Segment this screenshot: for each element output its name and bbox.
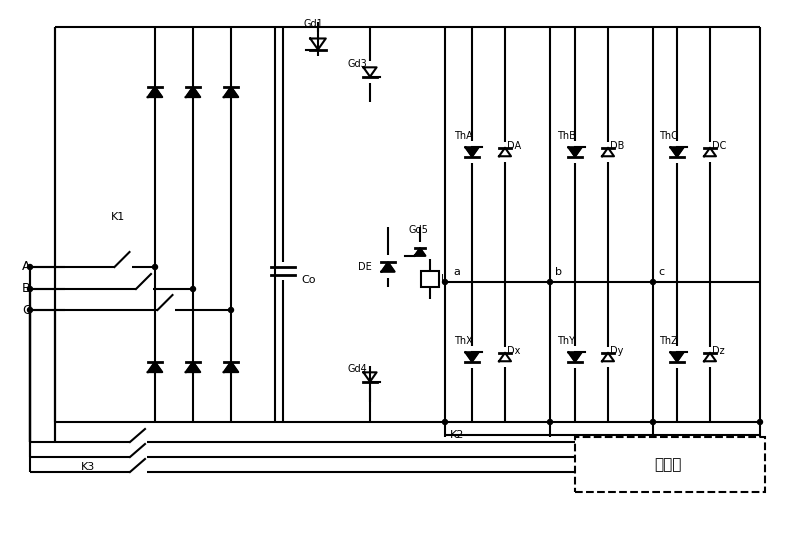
Text: DE: DE — [358, 262, 372, 272]
Circle shape — [27, 264, 33, 269]
Text: K1: K1 — [111, 212, 125, 222]
Text: ThY: ThY — [557, 336, 575, 346]
Text: L: L — [442, 274, 446, 284]
Text: Gd4: Gd4 — [348, 364, 368, 374]
Text: DC: DC — [712, 141, 726, 151]
Text: ThC: ThC — [659, 131, 678, 141]
Text: ThX: ThX — [454, 336, 473, 346]
Text: 电动机: 电动机 — [654, 457, 682, 473]
Circle shape — [27, 307, 33, 313]
Text: Dx: Dx — [507, 346, 520, 356]
Polygon shape — [382, 262, 394, 272]
Bar — [575, 437, 765, 492]
Text: DB: DB — [610, 141, 624, 151]
Text: c: c — [658, 267, 664, 277]
Circle shape — [442, 420, 447, 424]
Circle shape — [153, 264, 158, 269]
Text: Dy: Dy — [610, 346, 623, 356]
Polygon shape — [148, 362, 162, 372]
Text: a: a — [454, 267, 461, 277]
Text: Co: Co — [301, 275, 315, 285]
Circle shape — [650, 420, 655, 424]
Text: K3: K3 — [81, 462, 95, 472]
Circle shape — [190, 287, 195, 292]
Text: A: A — [22, 261, 30, 274]
Text: Gd1: Gd1 — [303, 19, 323, 29]
Polygon shape — [186, 87, 200, 97]
Text: DA: DA — [507, 141, 521, 151]
Text: ThZ: ThZ — [659, 336, 678, 346]
Text: b: b — [554, 267, 562, 277]
Circle shape — [27, 287, 33, 292]
Text: Dz: Dz — [712, 346, 725, 356]
Polygon shape — [670, 147, 683, 157]
Polygon shape — [224, 87, 238, 97]
Text: C: C — [22, 304, 30, 317]
Polygon shape — [466, 147, 478, 157]
Polygon shape — [186, 362, 200, 372]
Polygon shape — [414, 248, 426, 256]
Text: B: B — [22, 282, 30, 295]
Circle shape — [547, 420, 553, 424]
Polygon shape — [568, 352, 582, 362]
Polygon shape — [466, 352, 478, 362]
Bar — [421, 271, 439, 287]
Polygon shape — [148, 87, 162, 97]
Text: Gd5: Gd5 — [408, 225, 428, 235]
Text: ThB: ThB — [557, 131, 576, 141]
Text: Gd3: Gd3 — [348, 59, 368, 69]
Polygon shape — [670, 352, 683, 362]
Circle shape — [650, 280, 655, 285]
Circle shape — [229, 307, 234, 313]
Circle shape — [758, 420, 762, 424]
Text: ThA: ThA — [454, 131, 473, 141]
Polygon shape — [224, 362, 238, 372]
Polygon shape — [568, 147, 582, 157]
Circle shape — [547, 280, 553, 285]
Circle shape — [442, 280, 447, 285]
Text: K2: K2 — [450, 430, 464, 440]
